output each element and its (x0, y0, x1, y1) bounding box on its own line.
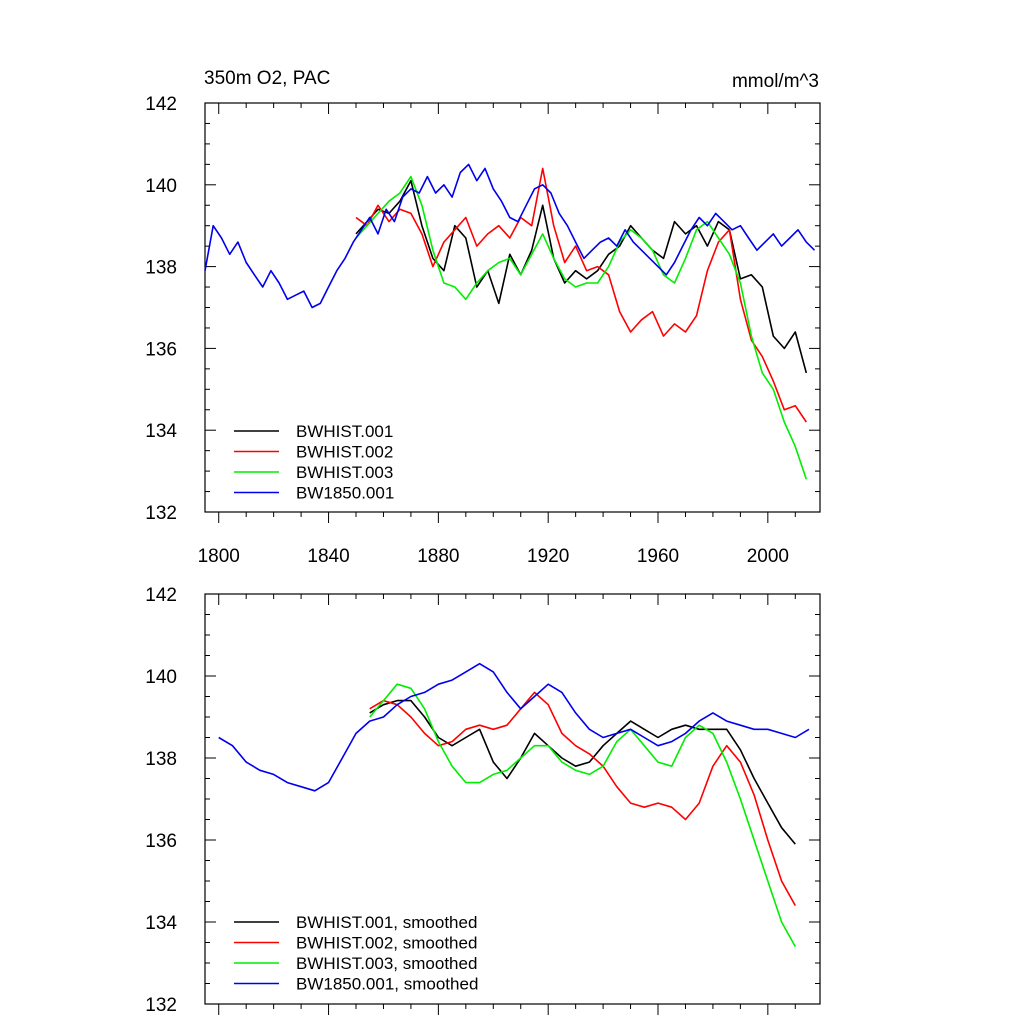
legend-label: BWHIST.002 (296, 443, 393, 462)
legend-label: BWHIST.003 (296, 463, 393, 482)
legend-label: BW1850.001 (296, 484, 394, 503)
y-tick-label: 132 (145, 503, 177, 524)
units-label: mmol/m^3 (732, 71, 819, 92)
y-tick-label: 138 (145, 258, 177, 279)
x-tick-label: 1880 (417, 546, 459, 567)
x-tick-label: 1960 (637, 546, 679, 567)
chart-title: 350m O2, PAC (204, 68, 330, 89)
series-line-bwhist-002 (355, 167, 807, 423)
series-line-bwhist-002-smoothed (369, 691, 796, 906)
y-tick-label: 140 (145, 667, 177, 688)
series-line-bwhist-003-smoothed (369, 683, 796, 947)
y-tick-label: 136 (145, 831, 177, 852)
y-tick-label: 136 (145, 339, 177, 360)
y-tick-label: 138 (145, 749, 177, 770)
legend: BWHIST.001, smoothed BWHIST.002, smoothed… (234, 913, 478, 994)
y-tick-label: 132 (145, 995, 177, 1016)
x-tick-label: 1800 (198, 546, 240, 567)
axis-ticks: 132 134 136 138 140 142 1800 1840 1880 1920 1960 20… (145, 94, 820, 567)
series-group (204, 163, 816, 480)
legend-label: BWHIST.001, smoothed (296, 913, 477, 932)
axis-ticks: 132 134 136 138 140 142 (145, 585, 820, 1016)
x-tick-label: 2000 (747, 546, 789, 567)
series-group (218, 662, 810, 947)
series-line-bwhist-001-smoothed (369, 699, 796, 845)
x-tick-label: 1920 (527, 546, 569, 567)
legend-label: BWHIST.003, smoothed (296, 954, 477, 973)
legend-label: BW1850.001, smoothed (296, 975, 478, 994)
y-tick-label: 140 (145, 176, 177, 197)
series-line-bw1850-001-smoothed (218, 662, 810, 792)
legend-label: BWHIST.001 (296, 422, 393, 441)
y-tick-label: 142 (145, 94, 177, 115)
legend-label: BWHIST.002, smoothed (296, 934, 477, 953)
y-tick-label: 134 (145, 421, 177, 442)
y-tick-label: 134 (145, 913, 177, 934)
y-tick-label: 142 (145, 585, 177, 606)
top-panel: 350m O2, PAC mmol/m^3 132 134 136 138 140 142… (145, 68, 821, 567)
series-line-bw1850-001 (204, 163, 816, 309)
series-line-bwhist-003 (355, 175, 808, 480)
x-tick-label: 1840 (307, 546, 349, 567)
